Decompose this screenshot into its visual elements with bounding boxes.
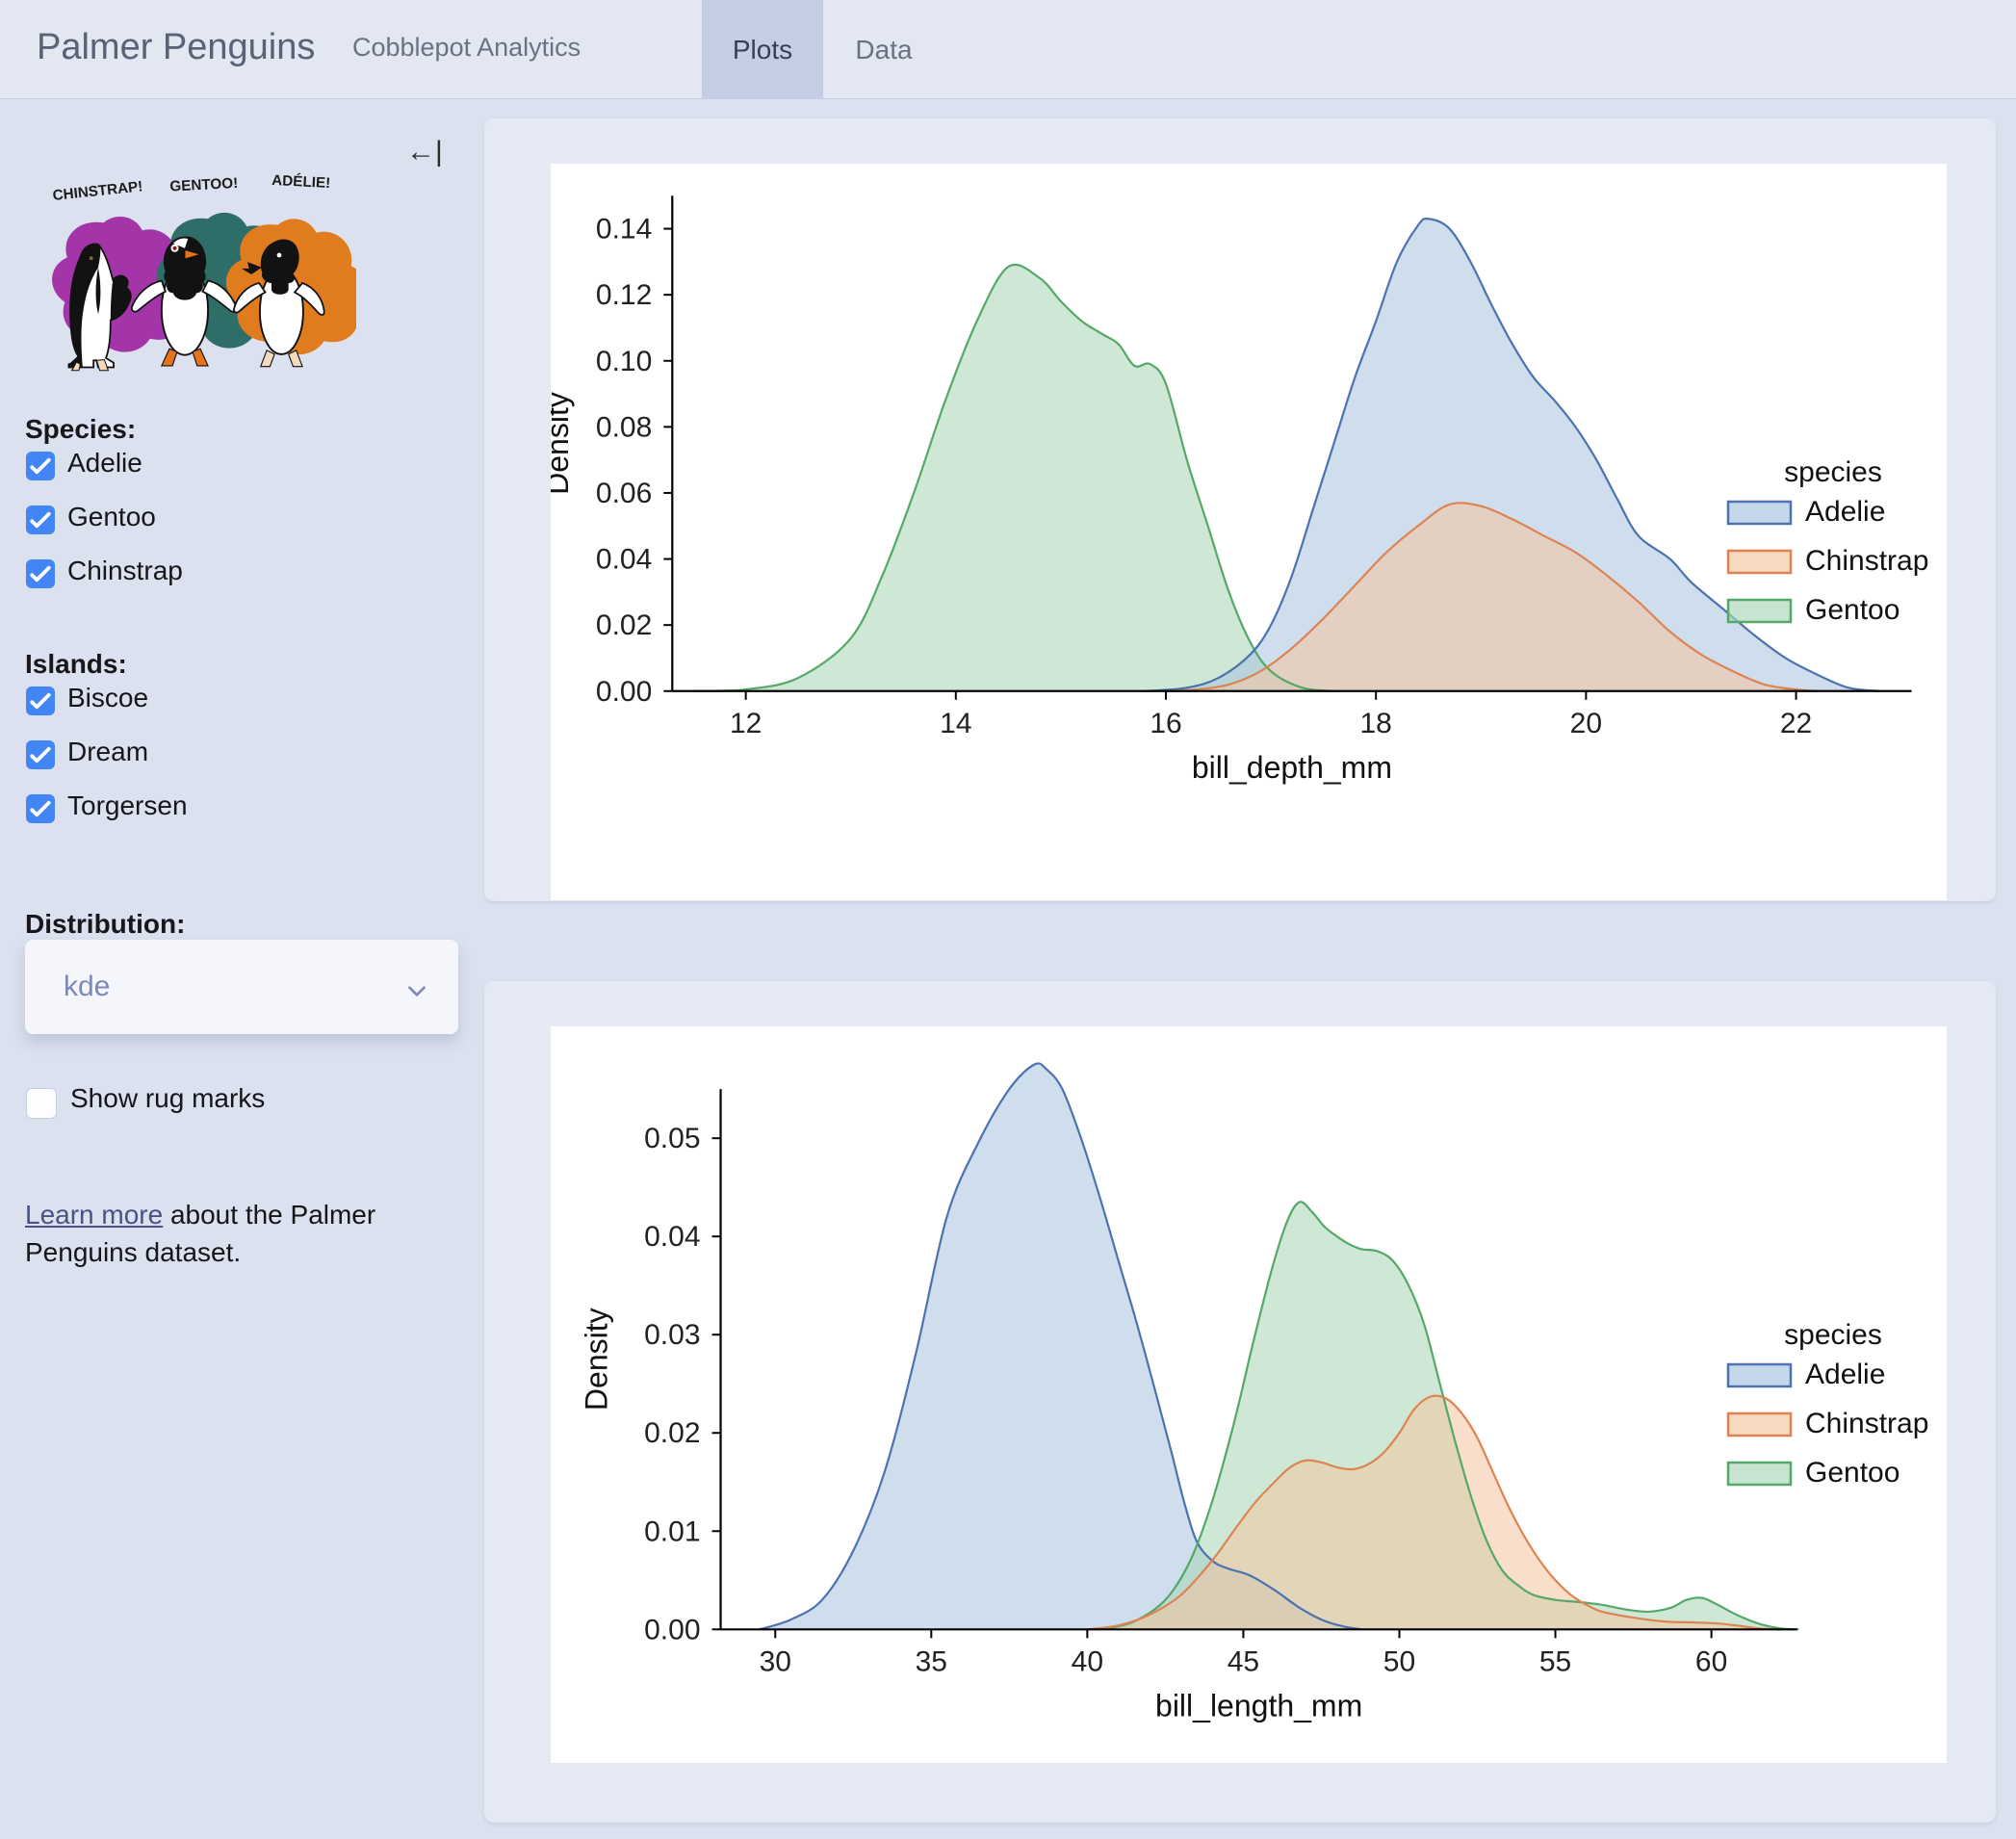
svg-text:Adelie: Adelie: [1805, 496, 1885, 528]
svg-text:14: 14: [940, 708, 971, 739]
svg-text:bill_depth_mm: bill_depth_mm: [1192, 750, 1392, 785]
svg-text:Chinstrap: Chinstrap: [1805, 1408, 1928, 1439]
svg-text:0.00: 0.00: [644, 1614, 700, 1645]
svg-text:0.14: 0.14: [596, 214, 652, 246]
svg-text:Gentoo: Gentoo: [1805, 594, 1900, 626]
svg-text:30: 30: [760, 1645, 791, 1677]
svg-text:Gentoo: Gentoo: [1805, 1457, 1900, 1489]
svg-text:species: species: [1784, 456, 1882, 488]
svg-text:0.10: 0.10: [596, 346, 652, 377]
svg-text:0.02: 0.02: [596, 609, 652, 641]
svg-text:55: 55: [1539, 1645, 1571, 1677]
svg-text:0.05: 0.05: [644, 1123, 700, 1154]
svg-text:16: 16: [1150, 708, 1181, 739]
svg-text:12: 12: [730, 708, 762, 739]
svg-text:0.01: 0.01: [644, 1515, 700, 1547]
svg-text:species: species: [1784, 1319, 1882, 1351]
svg-text:ADÉLIE!: ADÉLIE!: [271, 172, 331, 192]
svg-text:20: 20: [1570, 708, 1602, 739]
svg-text:50: 50: [1383, 1645, 1415, 1677]
svg-text:bill_length_mm: bill_length_mm: [1155, 1688, 1362, 1722]
svg-text:18: 18: [1360, 708, 1392, 739]
svg-text:0.02: 0.02: [644, 1417, 700, 1449]
svg-text:Density: Density: [580, 1308, 614, 1411]
svg-text:Adelie: Adelie: [1805, 1359, 1885, 1390]
svg-text:Chinstrap: Chinstrap: [1805, 545, 1928, 577]
svg-text:40: 40: [1072, 1645, 1103, 1677]
svg-text:0.03: 0.03: [644, 1319, 700, 1351]
svg-text:60: 60: [1695, 1645, 1727, 1677]
svg-text:0.04: 0.04: [596, 544, 652, 576]
svg-text:0.08: 0.08: [596, 411, 652, 443]
svg-text:CHINSTRAP!: CHINSTRAP!: [52, 178, 143, 204]
svg-text:GENTOO!: GENTOO!: [169, 175, 239, 195]
svg-text:35: 35: [916, 1645, 947, 1677]
svg-text:0.00: 0.00: [596, 676, 652, 708]
svg-text:0.12: 0.12: [596, 279, 652, 311]
svg-text:0.04: 0.04: [644, 1221, 700, 1253]
svg-text:22: 22: [1780, 708, 1812, 739]
svg-text:Density: Density: [551, 392, 575, 495]
svg-text:0.06: 0.06: [596, 478, 652, 509]
svg-text:45: 45: [1228, 1645, 1259, 1677]
